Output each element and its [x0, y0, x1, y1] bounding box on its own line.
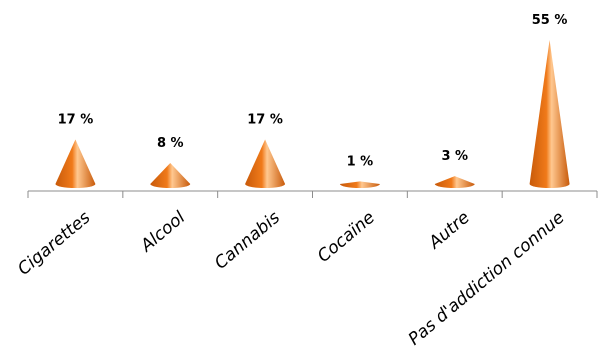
data-label: 3 % — [441, 149, 468, 164]
data-label: 55 % — [532, 13, 568, 28]
cone-bar-body — [529, 40, 570, 188]
cone-bar — [434, 176, 475, 188]
cone-bar-body — [150, 163, 191, 188]
data-label: 8 % — [157, 136, 184, 151]
cone-bar-body — [55, 139, 96, 188]
cone-bar — [245, 139, 286, 188]
data-label: 1 % — [347, 154, 374, 169]
category-label: Pas d'addiction connue — [405, 208, 569, 350]
cone-bar — [150, 163, 191, 188]
data-label: 17 % — [247, 112, 283, 127]
cone-bar — [55, 139, 96, 188]
category-label: Alcool — [136, 208, 189, 257]
cone-bar-body — [339, 181, 380, 188]
category-label: Cigarettes — [14, 208, 94, 280]
cone-bar — [339, 181, 380, 188]
category-label: Cannabis — [211, 208, 284, 274]
category-label: Cocaïne — [314, 208, 379, 267]
cone-bar — [529, 40, 570, 188]
cone-bar-body — [434, 176, 475, 188]
category-label: Autre — [424, 208, 473, 254]
cone-bar-body — [245, 139, 286, 188]
data-label: 17 % — [58, 112, 94, 127]
